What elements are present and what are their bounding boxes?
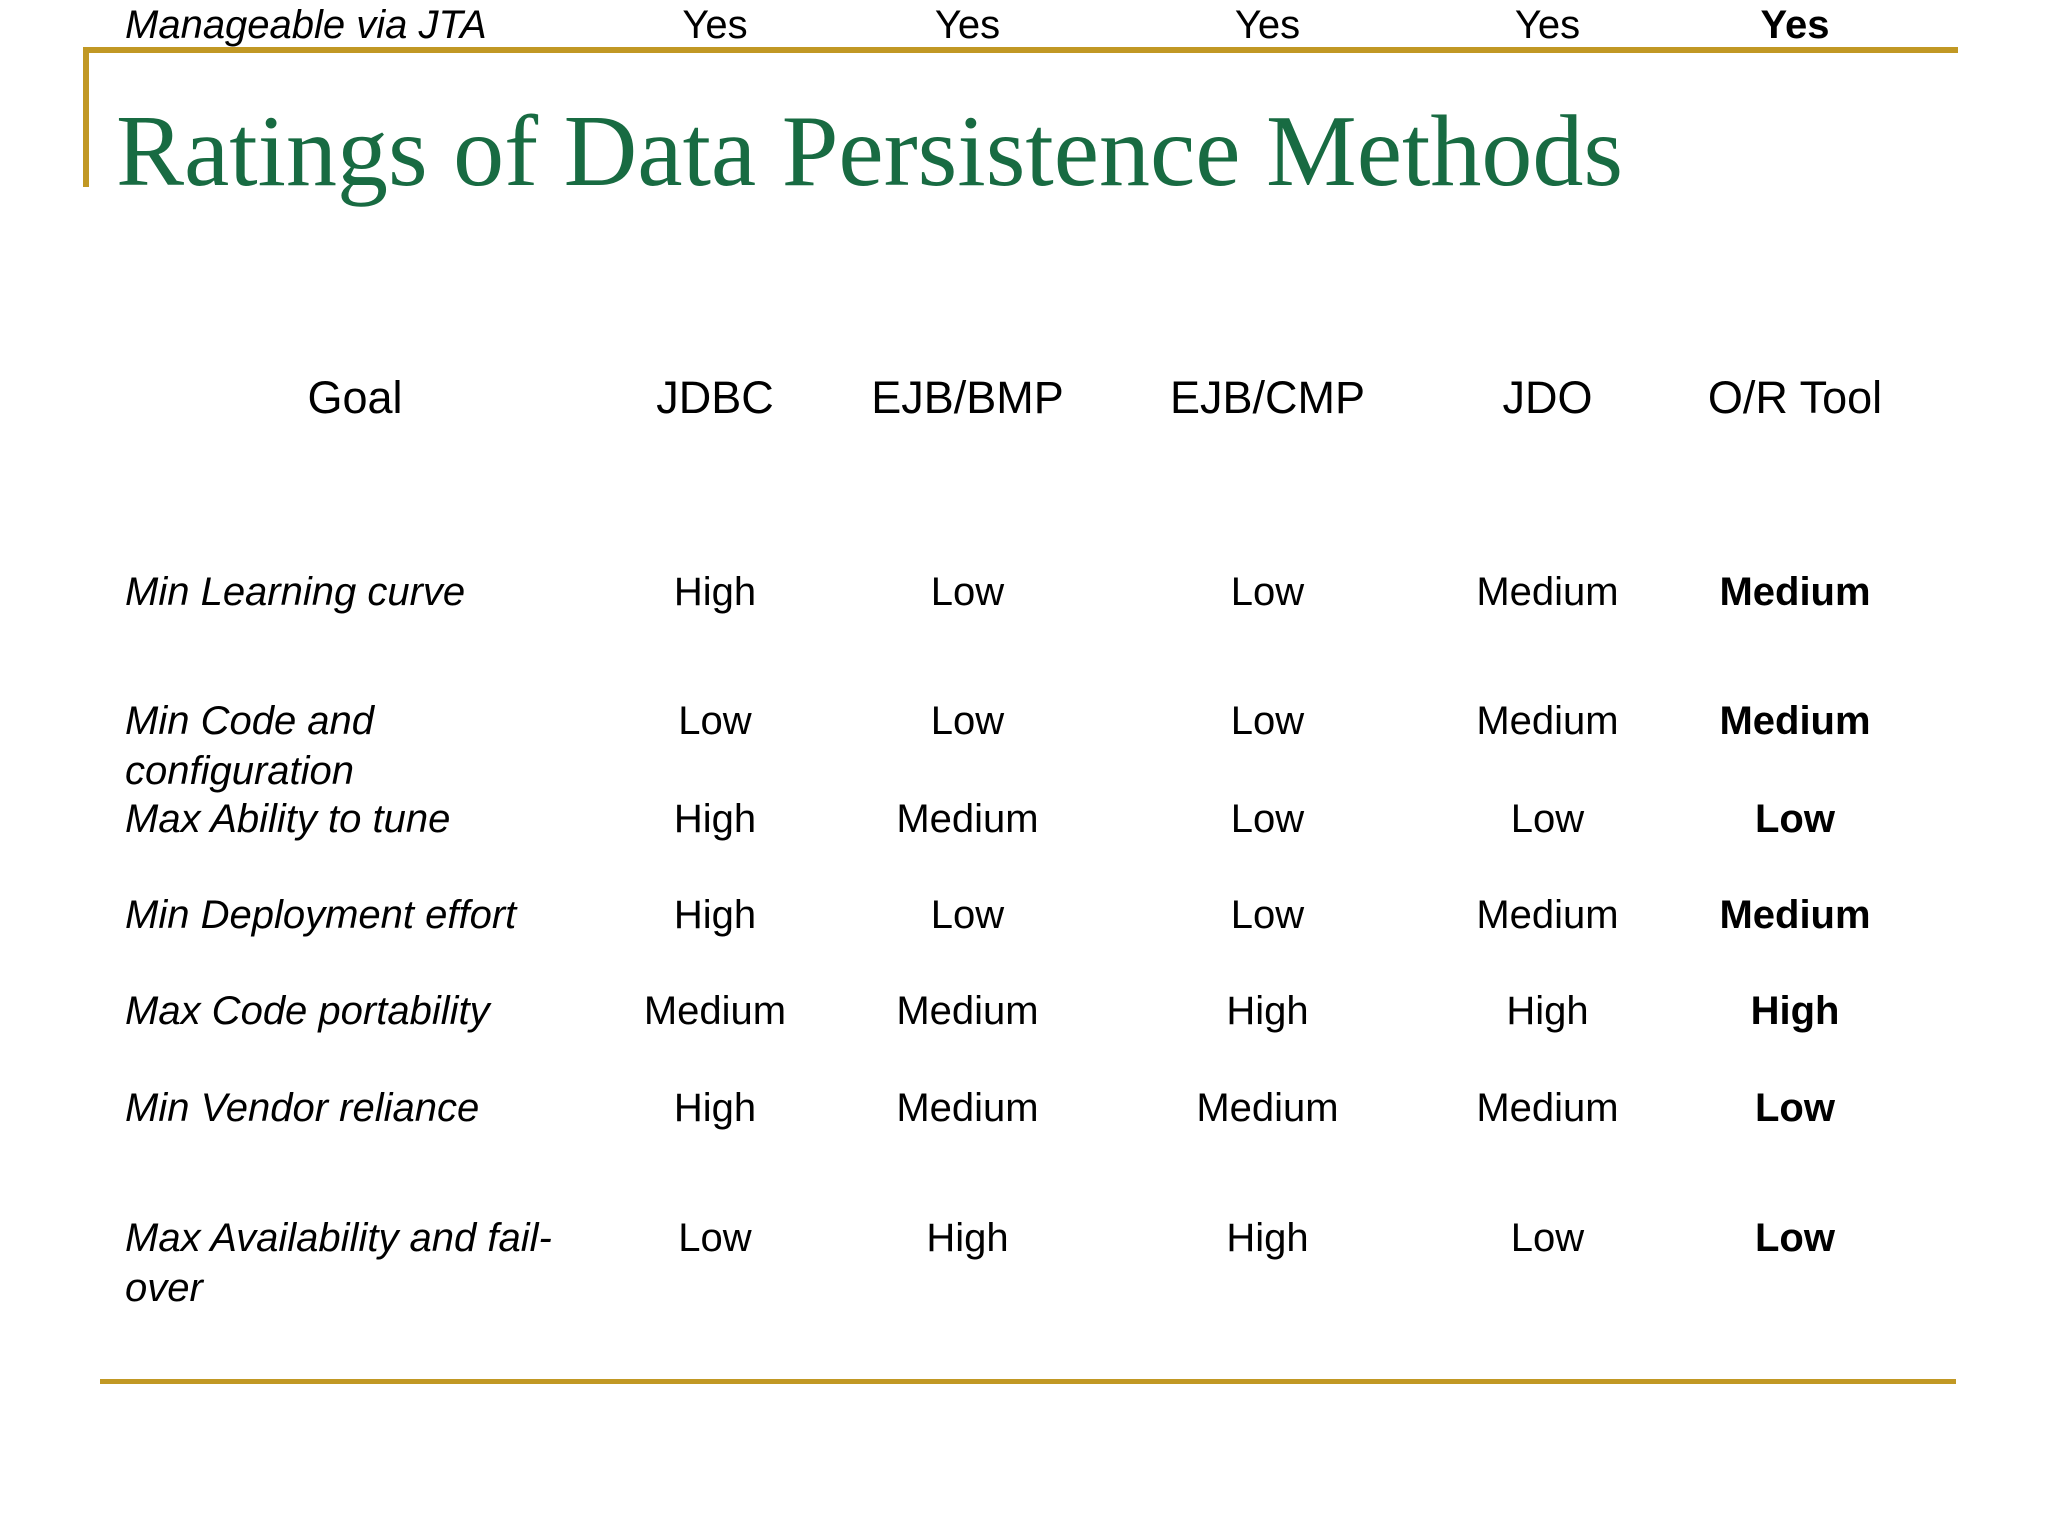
column-header: JDBC	[656, 372, 774, 423]
rating-value: High	[1750, 989, 1840, 1033]
column-header: EJB/BMP	[871, 372, 1064, 423]
rating-value: High	[673, 893, 757, 937]
rating-value: Low	[678, 1216, 752, 1260]
table-row: Min Code and configuration Low Low Low Mediu…	[120, 696, 1935, 796]
rating-value: Low	[1230, 797, 1305, 841]
ratings-table: Goal JDBC EJB/BMP EJB/CMP JDO O/R Tool Min Le…	[120, 0, 1935, 1536]
rating-value: Medium	[1719, 893, 1871, 937]
goal-label: Min Code and configuration	[125, 699, 375, 793]
rating-value: Medium	[643, 989, 787, 1033]
rating-value: High	[1506, 989, 1589, 1033]
top-gold-rule	[83, 47, 1958, 53]
rating-value: Medium	[1476, 893, 1619, 937]
rating-value: Yes	[1234, 3, 1301, 47]
rating-value: Medium	[896, 989, 1039, 1033]
table-row: Manageable via JTA Yes Yes Yes Yes Yes	[120, 0, 1935, 50]
rating-value: Low	[1755, 797, 1835, 841]
rating-value: Yes	[682, 3, 748, 47]
rating-value: Yes	[1514, 3, 1581, 47]
rating-value: Medium	[1719, 570, 1871, 614]
rating-value: Low	[930, 699, 1005, 743]
rating-value: Low	[1510, 1216, 1585, 1260]
goal-label: Min Vendor reliance	[125, 1086, 480, 1130]
goal-label: Min Deployment effort	[125, 893, 517, 937]
rating-value: Medium	[1476, 699, 1619, 743]
goal-label: Max Ability to tune	[125, 797, 451, 841]
rating-value: Medium	[1719, 699, 1871, 743]
rating-value: Medium	[1476, 1086, 1619, 1130]
column-header: JDO	[1502, 372, 1593, 423]
table-row: Min Deployment effort High Low Low Medium Med…	[120, 890, 1935, 940]
table-row: Max Availability and fail-over Low High Hig…	[120, 1213, 1935, 1313]
left-gold-rule	[83, 47, 89, 187]
column-header: Goal	[307, 372, 403, 423]
page-title: Ratings of Data Persistence Methods	[116, 95, 1624, 208]
table-row: Min Vendor reliance High Medium Medium Mediu…	[120, 1083, 1935, 1133]
rating-value: High	[926, 1216, 1009, 1260]
rating-value: Yes	[1760, 3, 1830, 47]
table-row: Max Code portability Medium Medium High High…	[120, 986, 1935, 1036]
rating-value: Medium	[1196, 1086, 1339, 1130]
rating-value: Medium	[896, 1086, 1039, 1130]
rating-value: Low	[678, 699, 752, 743]
rating-value: Yes	[934, 3, 1001, 47]
rating-value: Low	[1755, 1216, 1835, 1260]
goal-label: Min Learning curve	[125, 570, 466, 614]
rating-value: High	[1226, 1216, 1309, 1260]
goal-label: Manageable via JTA	[125, 3, 487, 47]
rating-value: High	[673, 570, 757, 614]
rating-value: High	[673, 797, 757, 841]
table-row: Max Ability to tune High Medium Low Low Low	[120, 794, 1935, 844]
rating-value: High	[673, 1086, 757, 1130]
rating-value: Medium	[896, 797, 1039, 841]
goal-label: Max Availability and fail-over	[125, 1216, 552, 1310]
rating-value: Low	[930, 893, 1005, 937]
rating-value: Medium	[1476, 570, 1619, 614]
rating-value: Low	[930, 570, 1005, 614]
column-header: EJB/CMP	[1169, 372, 1366, 423]
rating-value: Low	[1510, 797, 1585, 841]
rating-value: High	[1226, 989, 1309, 1033]
rating-value: Low	[1230, 570, 1305, 614]
bottom-gold-rule	[100, 1379, 1956, 1384]
rating-value: Low	[1755, 1086, 1835, 1130]
table-header-row: Goal JDBC EJB/BMP EJB/CMP JDO O/R Tool	[120, 371, 1935, 425]
rating-value: Low	[1230, 893, 1305, 937]
column-header: O/R Tool	[1707, 372, 1883, 423]
table-row: Min Learning curve High Low Low Medium Medium	[120, 567, 1935, 617]
goal-label: Max Code portability	[125, 989, 490, 1033]
rating-value: Low	[1230, 699, 1305, 743]
